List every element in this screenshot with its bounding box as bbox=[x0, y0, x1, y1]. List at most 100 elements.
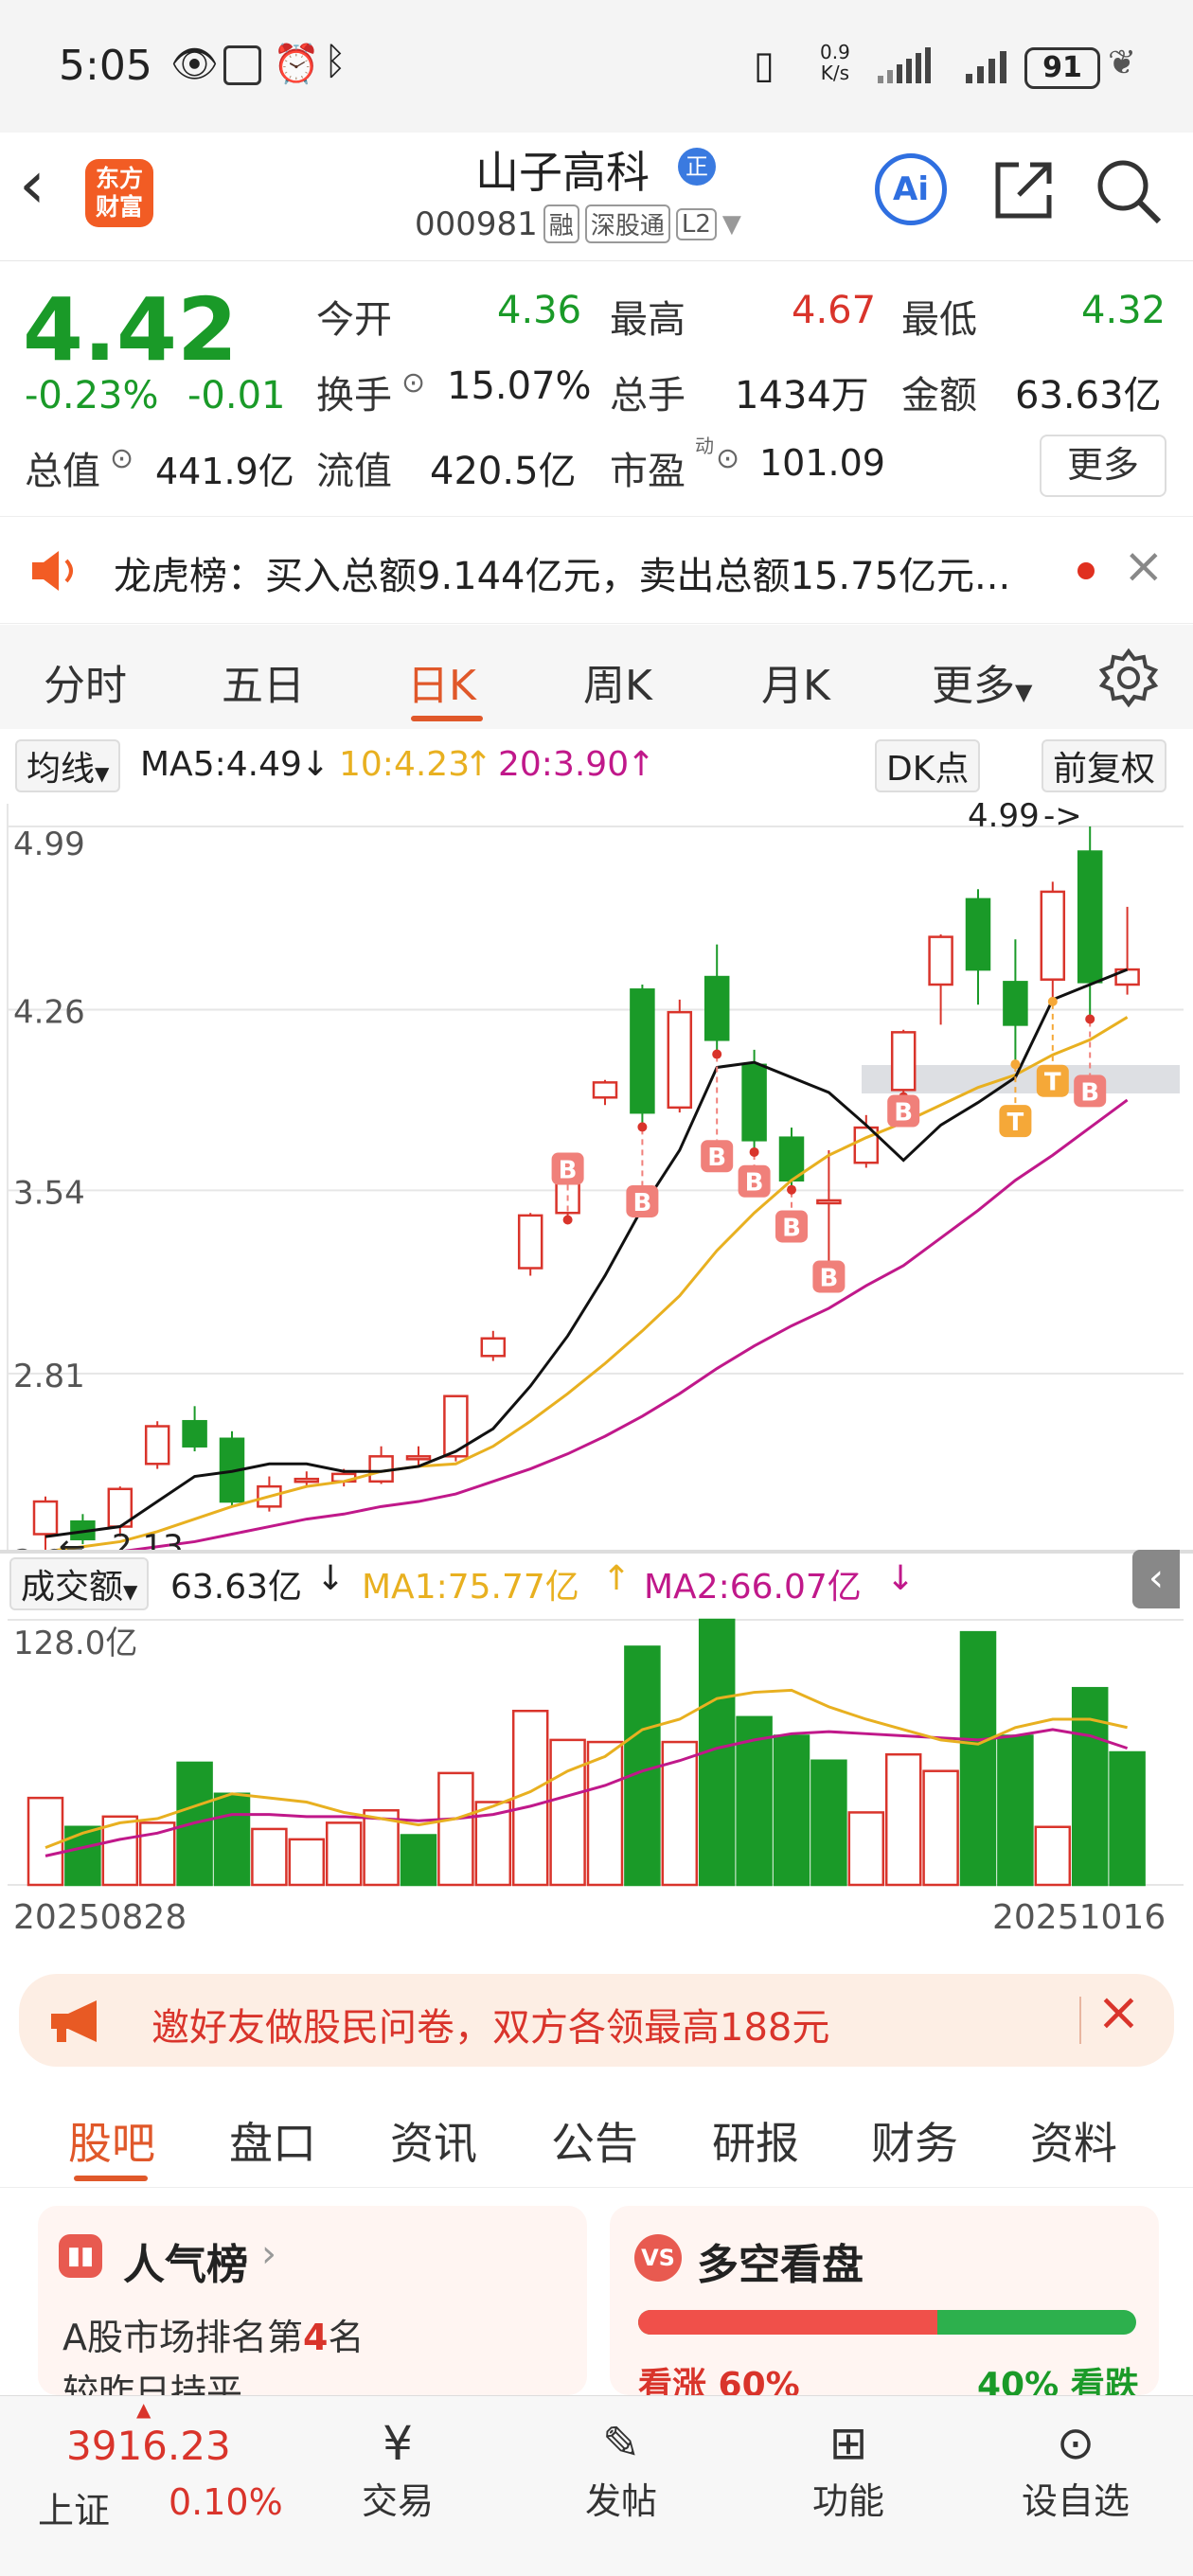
tab-more[interactable]: 更多▼ bbox=[932, 651, 1032, 712]
content-tabs: 股吧 盘口 资讯 公告 研报 财务 资料 bbox=[0, 2083, 1193, 2188]
dropdown-icon[interactable]: ▼ bbox=[721, 209, 741, 239]
tab-research[interactable]: 研报 bbox=[712, 2118, 799, 2169]
yen-exchange-icon: ¥ bbox=[383, 2416, 413, 2471]
net-speed-unit: K/s bbox=[820, 62, 850, 84]
tag-margin: 融 bbox=[543, 204, 579, 243]
ma-select-label: 均线 bbox=[27, 750, 96, 789]
candle-body bbox=[630, 988, 655, 1114]
tab-financials[interactable]: 财务 bbox=[871, 2118, 958, 2169]
nav-post[interactable]: ✎ 发帖 bbox=[564, 2415, 678, 2524]
candle-body bbox=[667, 1010, 693, 1110]
volume-ma-lines bbox=[45, 1688, 1129, 1857]
nav-trade[interactable]: ¥ 交易 bbox=[341, 2415, 454, 2524]
volume-bar bbox=[884, 1752, 922, 1887]
close-icon[interactable]: × bbox=[1123, 538, 1165, 595]
share-icon[interactable] bbox=[990, 157, 1057, 223]
index-name[interactable]: 上证 bbox=[38, 2490, 111, 2532]
alarm-icon: ⏰ bbox=[273, 43, 320, 86]
verified-badge: 正 bbox=[678, 148, 716, 186]
ai-button[interactable]: Ai bbox=[875, 153, 947, 225]
tab-news[interactable]: 资讯 bbox=[390, 2118, 477, 2169]
nav-add-watchlist-label: 设自选 bbox=[1021, 2480, 1130, 2522]
stock-code-row: 000981 融 深股通 L2 ▼ bbox=[415, 204, 741, 243]
search-icon[interactable] bbox=[1093, 155, 1165, 227]
long-short-card[interactable]: VS 多空看盘 看涨 60% 40% 看跌 bbox=[610, 2206, 1159, 2405]
rank-number: 4 bbox=[303, 2317, 329, 2358]
megaphone-icon bbox=[51, 2000, 97, 2042]
tab-five-day[interactable]: 五日 bbox=[222, 662, 305, 710]
signal-icon-2 bbox=[966, 51, 1006, 83]
marker-badge bbox=[999, 1105, 1032, 1138]
volume-axis-max: 128.0亿 bbox=[13, 1625, 137, 1662]
volume-indicator-select[interactable]: 成交额▼ bbox=[9, 1557, 150, 1610]
marker-badge bbox=[701, 1140, 734, 1173]
tab-weekly-k[interactable]: 周K bbox=[583, 662, 652, 710]
ma20-line bbox=[109, 1098, 1129, 1552]
ma20-up-arrow-icon: ↑ bbox=[627, 745, 656, 784]
popularity-rank-line: A股市场排名第4名 bbox=[62, 2308, 364, 2360]
price-adjust-button[interactable]: 前复权 bbox=[1042, 739, 1167, 792]
tab-daily-k[interactable]: 日K bbox=[407, 662, 476, 710]
volume-bar bbox=[101, 1815, 139, 1887]
promo-close-icon[interactable]: × bbox=[1096, 1981, 1141, 2043]
tab-forum[interactable]: 股吧 bbox=[68, 2118, 155, 2169]
ma10-line bbox=[45, 1016, 1129, 1552]
chart-tabs: 分时 五日 日K 周K 月K 更多▼ bbox=[0, 625, 1193, 729]
high-label: 最高 bbox=[610, 298, 686, 342]
index-value[interactable]: 3916.23 bbox=[66, 2423, 231, 2469]
bluetooth-icon: ᛒ bbox=[324, 40, 347, 83]
candle-body bbox=[890, 1031, 917, 1092]
index-change[interactable]: 0.10% bbox=[169, 2481, 283, 2523]
more-button[interactable]: 更多 bbox=[1040, 435, 1166, 497]
promo-banner[interactable]: 邀好友做股民问卷，双方各领最高188元 × bbox=[19, 1974, 1174, 2067]
high-value: 4.67 bbox=[792, 289, 877, 332]
collapse-panel-icon[interactable]: ‹ bbox=[1132, 1550, 1180, 1608]
volume-label: 总手 bbox=[610, 374, 686, 417]
notice-bar[interactable]: 龙虎榜：买入总额9.144亿元，卖出总额15.75亿元... × bbox=[0, 516, 1193, 624]
popularity-card[interactable]: ▮▮ 人气榜 › A股市场排名第4名 较昨日持平 bbox=[38, 2206, 587, 2413]
volume-bar bbox=[810, 1759, 847, 1887]
tab-orderbook[interactable]: 盘口 bbox=[229, 2118, 316, 2169]
nav-functions-label: 功能 bbox=[811, 2480, 884, 2522]
marker-letter: B bbox=[894, 1099, 913, 1128]
back-icon[interactable]: ‹ bbox=[19, 146, 45, 223]
float-value: 420.5亿 bbox=[430, 450, 577, 493]
low-label: 最低 bbox=[901, 298, 977, 342]
chart-grid bbox=[7, 804, 1184, 1552]
mktcap-label: 总值 bbox=[25, 450, 100, 493]
candle-body bbox=[816, 1199, 842, 1205]
net-speed: 0.9 K/s bbox=[820, 42, 850, 83]
grid-apps-icon: ⊞ bbox=[828, 2417, 868, 2470]
tab-announcements[interactable]: 公告 bbox=[551, 2118, 638, 2169]
pe-sup: 动 bbox=[695, 435, 714, 457]
settings-gear-icon[interactable] bbox=[1098, 648, 1159, 708]
info-icon[interactable]: ⊙ bbox=[401, 366, 426, 400]
marker-badge bbox=[551, 1152, 584, 1185]
tab-intraday[interactable]: 分时 bbox=[44, 662, 127, 710]
date-end: 20251016 bbox=[992, 1898, 1166, 1937]
marker-badge bbox=[812, 1260, 846, 1293]
marker-badge bbox=[1036, 1064, 1069, 1097]
dk-point-button[interactable]: DK点 bbox=[875, 739, 981, 792]
divider bbox=[0, 1550, 1193, 1554]
ma-lines bbox=[45, 968, 1129, 1552]
marker-letter: B bbox=[632, 1189, 651, 1217]
volume-chart[interactable]: 128.0亿 bbox=[0, 1610, 1193, 1894]
y-tick-label: 3.54 bbox=[13, 1174, 85, 1212]
nav-add-watchlist[interactable]: ⊙ 设自选 bbox=[1009, 2415, 1142, 2524]
volume-bar bbox=[288, 1838, 326, 1887]
ma-select[interactable]: 均线▼ bbox=[15, 739, 121, 792]
marker-letter: B bbox=[1080, 1078, 1099, 1107]
tab-profile[interactable]: 资料 bbox=[1030, 2118, 1117, 2169]
info-icon-3[interactable]: ⊙ bbox=[716, 442, 740, 475]
tab-monthly-k[interactable]: 月K bbox=[761, 662, 830, 710]
status-time: 5:05 bbox=[59, 42, 152, 90]
volume-bar bbox=[736, 1715, 773, 1887]
nav-functions[interactable]: ⊞ 功能 bbox=[792, 2415, 905, 2524]
popularity-title: 人气榜 bbox=[123, 2241, 248, 2289]
tab-more-label: 更多 bbox=[932, 662, 1015, 710]
marker-badge bbox=[1074, 1075, 1107, 1108]
volume-ma2: MA2:66.07亿 bbox=[644, 1568, 862, 1607]
info-icon-2[interactable]: ⊙ bbox=[110, 442, 134, 475]
